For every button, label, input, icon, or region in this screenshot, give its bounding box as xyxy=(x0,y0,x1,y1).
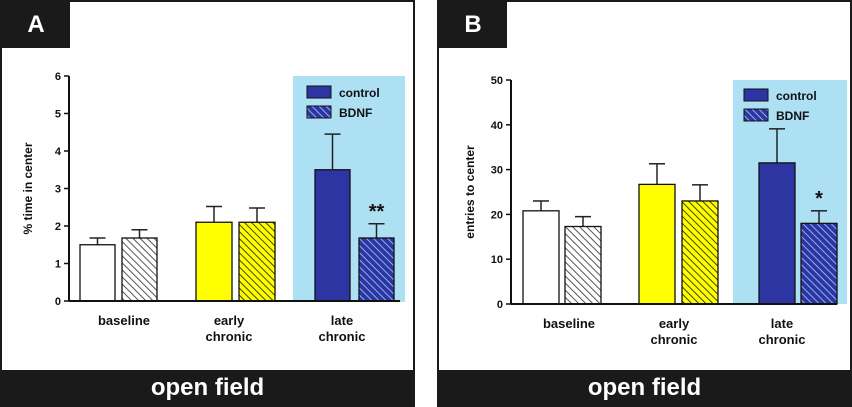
legend-label-control: control xyxy=(339,86,380,100)
category-label: chronic xyxy=(319,329,366,344)
significance-marker: * xyxy=(815,188,823,210)
bar-control-2 xyxy=(314,169,351,302)
bar-control-0 xyxy=(79,244,116,302)
bar-control-2 xyxy=(758,162,796,305)
y-tick-label: 6 xyxy=(55,71,61,83)
legend-swatch-control xyxy=(743,88,769,102)
category-label: chronic xyxy=(651,332,698,347)
chart-b: 0 10 20 30 40 50 entries to center baseline earl… xyxy=(463,75,847,347)
bar-control-1 xyxy=(195,221,233,302)
bar-bdnf-1 xyxy=(681,200,719,305)
legend-label-bdnf: BDNF xyxy=(776,109,809,123)
panel-footer-b: open field xyxy=(439,370,850,405)
y-tick-label: 4 xyxy=(55,146,62,158)
bar-bdnf-0 xyxy=(564,225,602,305)
legend-label-control: control xyxy=(776,89,817,103)
y-tick-label: 0 xyxy=(55,296,61,308)
bar-control-0 xyxy=(522,210,560,305)
category-label: late xyxy=(771,316,793,331)
y-tick-label: 40 xyxy=(491,120,503,132)
y-axis-label: entries to center xyxy=(463,145,477,239)
panel-footer-a: open field xyxy=(2,370,413,405)
category-label: baseline xyxy=(98,313,150,328)
legend-swatch-bdnf xyxy=(306,105,332,119)
panel-b: B 0 10 20 30 40 50 entries to center baseline ea… xyxy=(437,0,852,407)
bar-control-1 xyxy=(638,183,676,305)
category-label: chronic xyxy=(206,329,253,344)
y-tick-label: 3 xyxy=(55,184,61,196)
bar-bdnf-1 xyxy=(238,221,276,302)
legend-swatch-control xyxy=(306,85,332,99)
y-tick-label: 5 xyxy=(55,109,61,121)
y-tick-label: 0 xyxy=(497,299,503,311)
category-label: baseline xyxy=(543,316,595,331)
category-label: chronic xyxy=(759,332,806,347)
y-tick-label: 20 xyxy=(491,209,503,221)
bar-bdnf-2 xyxy=(800,222,838,305)
y-tick-label: 1 xyxy=(55,259,61,271)
category-label: late xyxy=(331,313,353,328)
y-tick-label: 50 xyxy=(491,75,503,87)
bar-bdnf-0 xyxy=(121,237,158,302)
panel-letter-b: B xyxy=(439,2,507,48)
y-tick-label: 10 xyxy=(491,254,503,266)
legend-swatch-bdnf xyxy=(743,108,769,122)
panel-letter-a: A xyxy=(2,2,70,48)
y-tick-label: 30 xyxy=(491,165,503,177)
legend-label-bdnf: BDNF xyxy=(339,106,372,120)
category-label: early xyxy=(214,313,245,328)
category-label: early xyxy=(659,316,690,331)
y-tick-label: 2 xyxy=(55,221,61,233)
significance-marker: ** xyxy=(369,201,385,223)
panel-a: A 0 1 2 3 4 5 6% time in center baseline early ch… xyxy=(0,0,415,407)
y-axis-label: % time in center xyxy=(21,142,35,234)
bar-bdnf-2 xyxy=(358,237,395,302)
